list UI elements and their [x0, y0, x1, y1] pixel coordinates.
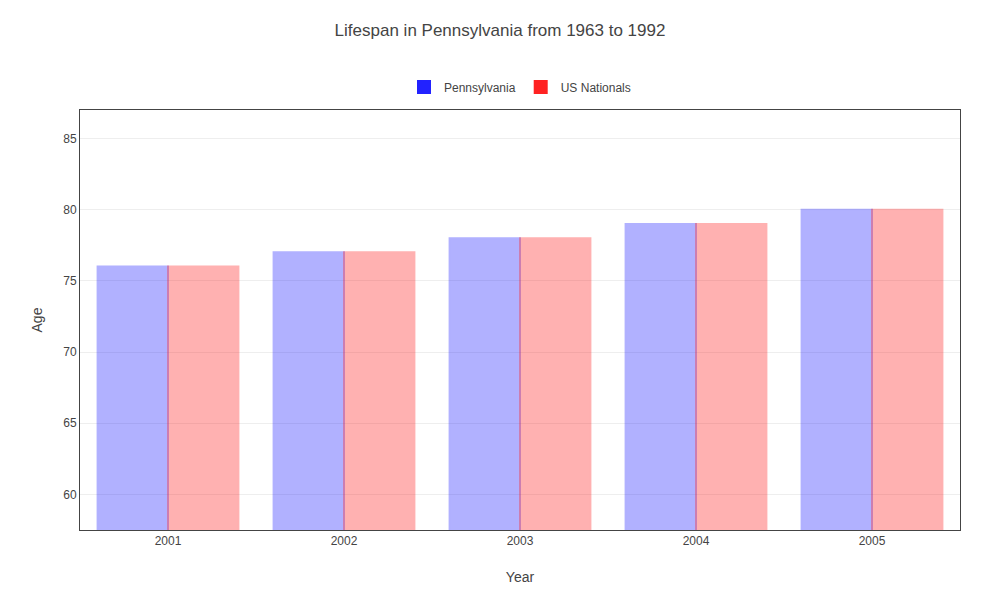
svg-text:2004: 2004: [683, 534, 710, 548]
svg-text:Year: Year: [506, 569, 535, 585]
svg-text:85: 85: [63, 132, 77, 146]
svg-text:Lifespan in Pennsylvania from: Lifespan in Pennsylvania from 1963 to 19…: [335, 21, 666, 40]
svg-text:2002: 2002: [331, 534, 358, 548]
svg-text:80: 80: [63, 203, 77, 217]
svg-text:Pennsylvania: Pennsylvania: [444, 81, 516, 95]
svg-text:60: 60: [63, 488, 77, 502]
svg-text:75: 75: [63, 274, 77, 288]
svg-text:US Nationals: US Nationals: [561, 81, 631, 95]
svg-text:2001: 2001: [155, 534, 182, 548]
svg-text:2003: 2003: [507, 534, 534, 548]
svg-text:2005: 2005: [859, 534, 886, 548]
svg-text:70: 70: [63, 345, 77, 359]
svg-text:Age: Age: [29, 307, 45, 332]
svg-text:65: 65: [63, 416, 77, 430]
